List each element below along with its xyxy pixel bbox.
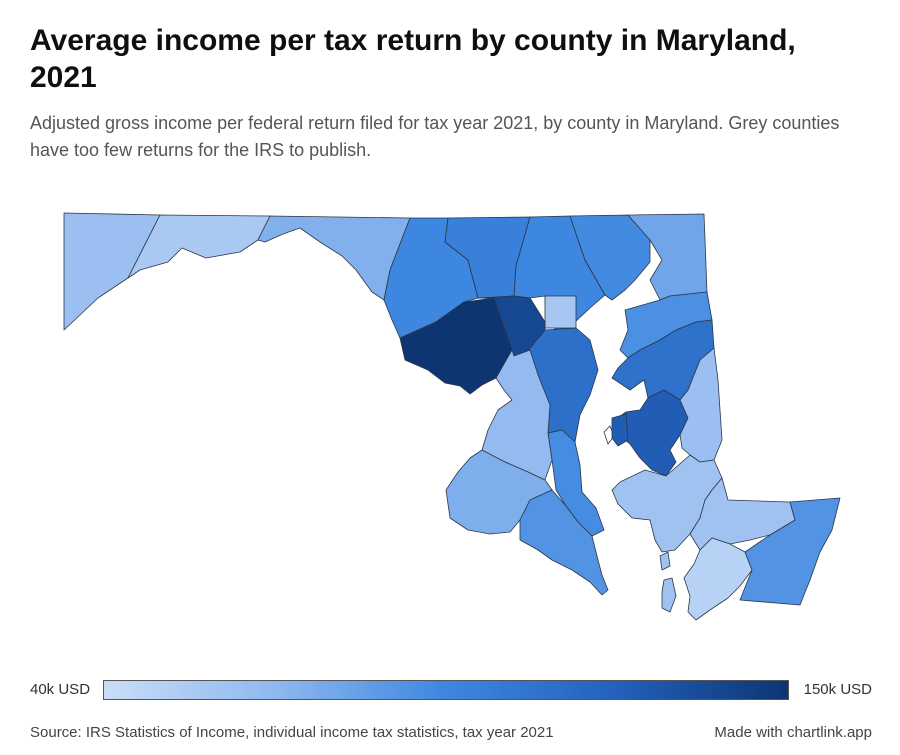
county-dorchester-island-2 [661,577,677,613]
legend-color-ramp [103,680,789,700]
legend-min-label: 40k USD [30,681,91,698]
color-legend: 40k USD 150k USD [30,676,872,704]
county-charles[interactable] [445,449,553,535]
source-note: Source: IRS Statistics of Income, indivi… [30,724,554,741]
county-somerset[interactable] [683,537,753,621]
credit-link[interactable]: Made with chartlink.app [714,724,872,741]
county-st-marys[interactable] [519,489,609,596]
county-talbot-island [611,413,629,447]
county-dorchester-island-1 [659,551,671,571]
legend-max-label: 150k USD [803,681,872,698]
chart-title: Average income per tax return by county … [30,24,796,94]
county-worcester[interactable] [739,497,841,606]
chart-subtitle: Adjusted gross income per federal return… [30,113,840,160]
county-baltimore-city[interactable] [544,295,577,329]
county-garrett[interactable] [63,212,161,331]
maryland-county-map [63,212,841,621]
county-calvert[interactable] [547,429,605,537]
